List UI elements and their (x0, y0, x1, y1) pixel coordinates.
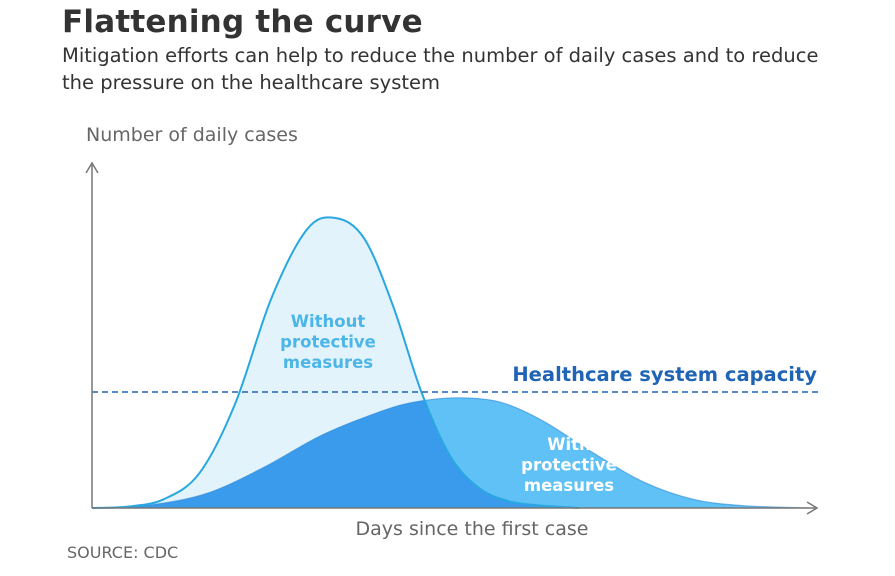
x-axis-arrow-icon (806, 501, 819, 515)
with-measures-label-line: measures (524, 476, 614, 495)
x-axis-label: Days since the first case (356, 518, 589, 540)
with-measures-label-line: With (547, 435, 591, 454)
chart-subtitle: Mitigation efforts can help to reduce th… (62, 44, 819, 94)
with-measures-line (91, 397, 809, 509)
source-note: SOURCE: CDC (67, 543, 179, 562)
with-measures-label-line: protective (521, 456, 617, 475)
without-measures-label-line: Without (291, 312, 366, 331)
chart-title: Flattening the curve (62, 4, 423, 40)
without-measures-line (91, 216, 579, 509)
y-axis-arrow-icon (85, 161, 99, 174)
without-measures-label-line: protective (280, 333, 376, 352)
plot-layer: Healthcare system capacity Number of dail… (85, 124, 820, 540)
without-measures-label: Without protective measures (280, 312, 376, 372)
with-measures-label: With protective measures (521, 435, 617, 495)
y-axis-label: Number of daily cases (86, 124, 298, 146)
capacity-label: Healthcare system capacity (512, 363, 817, 386)
without-measures-area (92, 217, 579, 509)
without-measures-label-line: measures (283, 353, 373, 372)
